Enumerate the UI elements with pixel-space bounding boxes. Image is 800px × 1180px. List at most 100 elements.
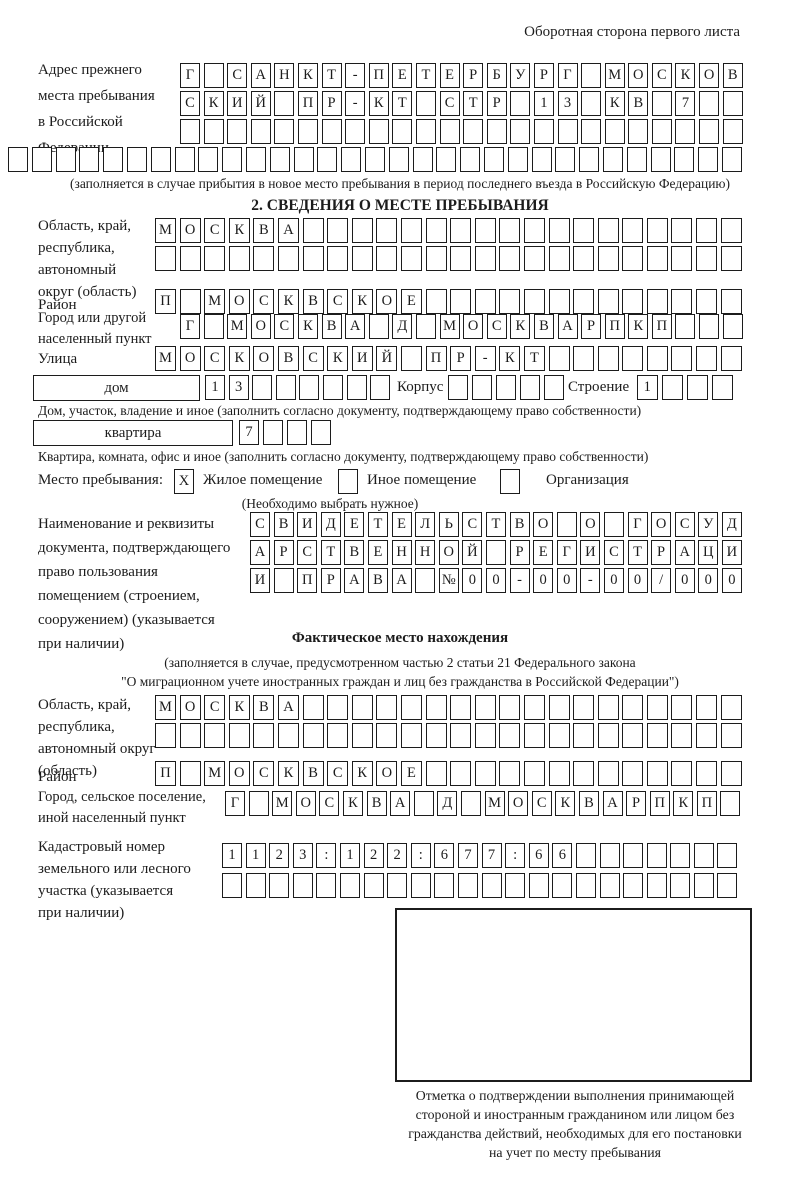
char-cell[interactable]: С — [253, 289, 275, 314]
char-cell[interactable]: К — [673, 791, 694, 816]
char-cell[interactable] — [204, 246, 226, 271]
char-cell[interactable] — [646, 843, 667, 868]
char-cell[interactable]: С — [439, 91, 460, 116]
char-cell[interactable]: А — [557, 314, 578, 339]
char-cell[interactable]: - — [474, 346, 496, 371]
char-cell[interactable]: А — [277, 695, 299, 720]
char-cell[interactable]: К — [342, 791, 363, 816]
char-cell[interactable]: К — [351, 761, 373, 786]
char-cell[interactable] — [651, 91, 672, 116]
char-cell[interactable] — [150, 147, 171, 172]
char-cell[interactable] — [253, 246, 275, 271]
char-cell[interactable]: У — [698, 512, 719, 537]
char-cell[interactable]: В — [578, 791, 599, 816]
char-cell[interactable]: 2 — [269, 843, 290, 868]
char-cell[interactable] — [675, 314, 696, 339]
char-cell[interactable]: 0 — [485, 568, 506, 593]
char-cell[interactable] — [450, 218, 472, 243]
char-cell[interactable] — [499, 723, 521, 748]
char-cell[interactable] — [722, 119, 743, 144]
char-cell[interactable] — [311, 420, 331, 445]
char-cell[interactable]: П — [696, 791, 717, 816]
char-cell[interactable]: С — [486, 314, 507, 339]
char-cell[interactable] — [425, 695, 447, 720]
char-cell[interactable] — [174, 147, 195, 172]
char-cell[interactable] — [531, 147, 552, 172]
char-cell[interactable]: Е — [400, 289, 422, 314]
char-cell[interactable] — [245, 873, 266, 898]
char-cell[interactable] — [698, 147, 719, 172]
char-cell[interactable] — [253, 723, 275, 748]
char-cell[interactable]: О — [376, 289, 398, 314]
char-cell[interactable]: Р — [533, 63, 554, 88]
char-cell[interactable]: О — [533, 512, 554, 537]
char-cell[interactable] — [457, 873, 478, 898]
char-cell[interactable]: Г — [180, 314, 200, 339]
char-cell[interactable]: 0 — [603, 568, 624, 593]
char-cell[interactable]: М — [604, 63, 625, 88]
char-cell[interactable] — [250, 119, 271, 144]
char-cell[interactable] — [523, 289, 545, 314]
char-cell[interactable] — [507, 147, 528, 172]
char-cell[interactable]: Г — [627, 512, 648, 537]
char-cell[interactable]: О — [376, 761, 398, 786]
char-cell[interactable] — [671, 218, 693, 243]
char-cell[interactable]: О — [438, 540, 459, 565]
char-cell[interactable] — [400, 723, 422, 748]
char-cell[interactable] — [415, 568, 436, 593]
char-cell[interactable] — [548, 761, 570, 786]
char-cell[interactable]: 1 — [205, 375, 225, 400]
char-cell[interactable]: А — [345, 314, 366, 339]
char-cell[interactable]: Т — [415, 63, 436, 88]
char-cell[interactable]: У — [510, 63, 531, 88]
char-cell[interactable] — [597, 289, 619, 314]
char-cell[interactable] — [400, 218, 422, 243]
char-cell[interactable] — [528, 873, 549, 898]
char-cell[interactable]: Д — [320, 512, 341, 537]
char-cell[interactable] — [273, 568, 294, 593]
char-cell[interactable] — [410, 873, 431, 898]
char-cell[interactable]: С — [319, 791, 340, 816]
char-cell[interactable]: Р — [450, 346, 472, 371]
char-cell[interactable] — [603, 512, 624, 537]
char-cell[interactable] — [696, 289, 718, 314]
char-cell[interactable]: - — [509, 568, 530, 593]
char-cell[interactable] — [597, 695, 619, 720]
char-cell[interactable]: П — [297, 568, 318, 593]
char-cell[interactable] — [327, 695, 349, 720]
char-cell[interactable] — [671, 761, 693, 786]
char-cell[interactable]: В — [344, 540, 365, 565]
char-cell[interactable]: О — [179, 218, 201, 243]
char-cell[interactable] — [302, 246, 324, 271]
char-cell[interactable] — [499, 289, 521, 314]
char-cell[interactable] — [388, 147, 409, 172]
char-cell[interactable] — [400, 246, 422, 271]
char-cell[interactable] — [499, 218, 521, 243]
char-cell[interactable]: М — [272, 791, 293, 816]
char-cell[interactable] — [523, 695, 545, 720]
char-cell[interactable]: / — [651, 568, 672, 593]
char-cell[interactable] — [599, 873, 620, 898]
char-cell[interactable] — [198, 147, 219, 172]
char-cell[interactable] — [204, 723, 226, 748]
char-cell[interactable] — [450, 289, 472, 314]
char-cell[interactable] — [671, 246, 693, 271]
char-cell[interactable]: И — [721, 540, 742, 565]
char-cell[interactable] — [579, 147, 600, 172]
char-cell[interactable]: Р — [273, 540, 294, 565]
char-cell[interactable] — [696, 761, 718, 786]
char-cell[interactable]: С — [302, 346, 324, 371]
char-cell[interactable]: Р — [463, 63, 484, 88]
char-cell[interactable]: 0 — [627, 568, 648, 593]
char-cell[interactable] — [696, 695, 718, 720]
char-cell[interactable]: С — [250, 512, 270, 537]
char-cell[interactable]: 6 — [528, 843, 549, 868]
char-cell[interactable]: Н — [274, 63, 295, 88]
char-cell[interactable] — [717, 873, 738, 898]
char-cell[interactable] — [499, 695, 521, 720]
char-cell[interactable] — [622, 695, 644, 720]
char-cell[interactable] — [274, 119, 295, 144]
char-cell[interactable]: 0 — [533, 568, 554, 593]
char-cell[interactable] — [481, 873, 502, 898]
char-cell[interactable]: 0 — [698, 568, 719, 593]
